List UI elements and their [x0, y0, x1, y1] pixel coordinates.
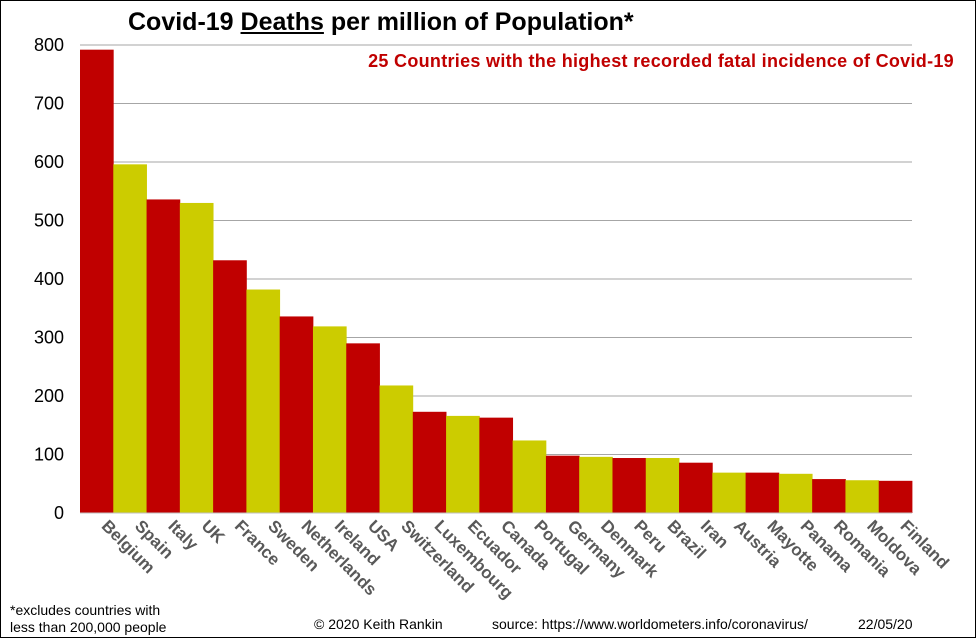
source-note: source: https://www.worldometers.info/co…	[492, 616, 808, 632]
y-tick-label-700: 700	[34, 94, 64, 114]
bar-usa	[346, 343, 380, 513]
chart-subtitle: 25 Countries with the highest recorded f…	[368, 51, 954, 71]
bar-spain	[113, 164, 147, 513]
y-tick-label-800: 800	[34, 35, 64, 55]
bar-italy	[146, 199, 181, 513]
bar-switzerland	[379, 385, 414, 513]
bar-uk	[179, 202, 214, 513]
y-tick-label-400: 400	[34, 269, 64, 289]
x-tick-label-uk: UK	[198, 516, 229, 547]
y-tick-label-500: 500	[34, 211, 64, 231]
footnote-line-1: *excludes countries with	[10, 602, 161, 618]
bar-iran	[679, 462, 713, 513]
title-part-3: per million of Population*	[323, 8, 634, 36]
bar-germany	[545, 455, 580, 513]
title-part-2: Deaths	[240, 8, 324, 36]
bar-peru	[612, 458, 647, 513]
y-tick-label-600: 600	[34, 152, 64, 172]
y-tick-label-200: 200	[34, 386, 64, 406]
bar-mayotte	[745, 472, 780, 513]
bar-sweden	[246, 289, 281, 513]
bar-portugal	[512, 440, 547, 513]
bar-moldova	[845, 480, 880, 513]
bar-finland	[878, 480, 913, 513]
chart-title: Covid-19 Deaths per million of Populatio…	[128, 8, 634, 37]
bar-panama	[778, 473, 813, 513]
bar-ecuador	[446, 415, 480, 513]
bar-ireland	[312, 326, 347, 513]
footnote: *excludes countries with less than 200,0…	[10, 602, 166, 636]
bar-france	[213, 260, 247, 513]
bar-austria	[712, 472, 746, 513]
y-tick-label-100: 100	[34, 445, 64, 465]
bar-romania	[812, 479, 846, 513]
bar-brazil	[645, 458, 680, 513]
title-part-1: Covid-19	[128, 8, 241, 36]
footnote-line-2: less than 200,000 people	[10, 619, 167, 635]
bar-belgium	[80, 49, 114, 514]
date-stamp: 22/05/20	[858, 616, 913, 632]
y-tick-label-300: 300	[34, 328, 64, 348]
bar-netherlands	[279, 316, 314, 513]
copyright: © 2020 Keith Rankin	[314, 616, 443, 632]
bar-denmark	[579, 456, 613, 513]
y-tick-label-0: 0	[54, 503, 64, 523]
bar-luxembourg	[412, 411, 447, 513]
bar-canada	[479, 417, 514, 513]
